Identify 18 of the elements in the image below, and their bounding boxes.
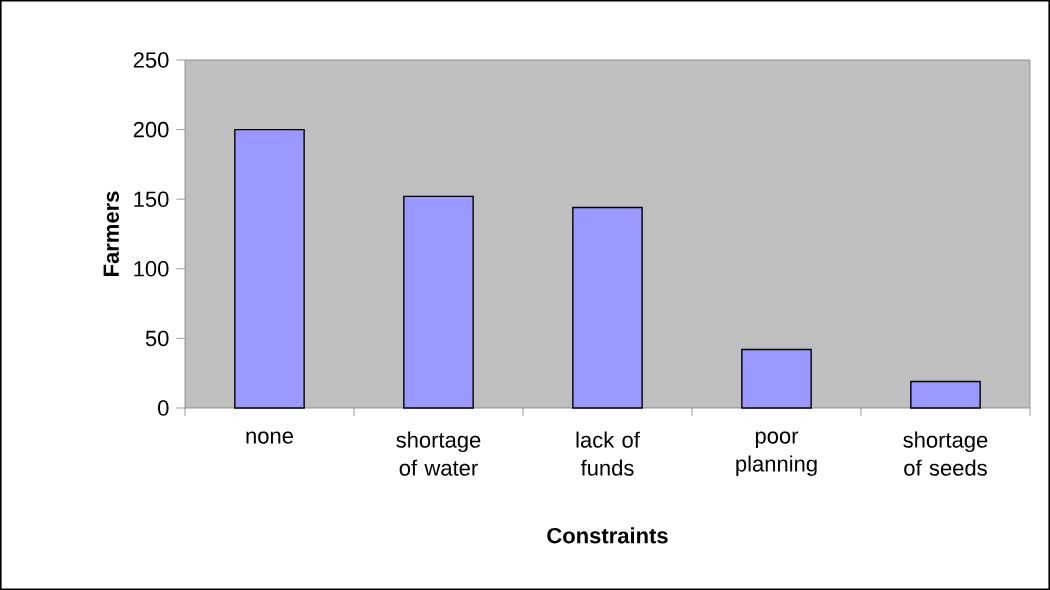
y-tick-label: 200 bbox=[133, 121, 169, 138]
bar bbox=[572, 206, 643, 409]
y-axis-title: Farmers bbox=[103, 191, 119, 276]
x-tick-label: poor planning bbox=[736, 431, 817, 476]
x-tick-label: lack of funds bbox=[576, 431, 640, 476]
y-tick-label: 50 bbox=[145, 330, 169, 347]
y-tick-label: 0 bbox=[158, 400, 169, 416]
y-tick-label: 150 bbox=[134, 191, 169, 207]
bar bbox=[910, 380, 981, 409]
x-tick-label: shortage of water bbox=[396, 431, 481, 476]
x-tick-label: none bbox=[246, 431, 293, 444]
x-axis-title: Constraints bbox=[547, 527, 668, 544]
y-tick-label: 100 bbox=[134, 261, 169, 277]
x-tick-label: shortage of seeds bbox=[903, 431, 988, 476]
bar bbox=[403, 195, 474, 409]
bar bbox=[741, 348, 812, 409]
y-tick-label: 250 bbox=[133, 52, 169, 68]
bar bbox=[234, 128, 305, 409]
